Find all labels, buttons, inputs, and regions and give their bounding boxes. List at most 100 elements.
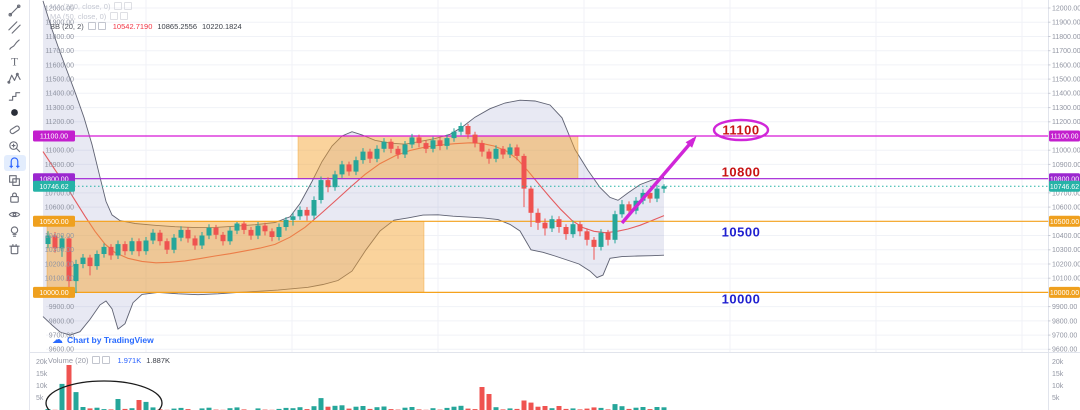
level-text-10000[interactable]: 10000: [721, 291, 761, 307]
indicator-eye-toggle-icon[interactable]: [87, 22, 96, 30]
volume-circle-annotation[interactable]: [45, 380, 163, 410]
svg-text:11900.00: 11900.00: [45, 20, 74, 27]
indicator-legend: MA (200, close, 0) MA (50, close, 0) BB (2…: [50, 1, 242, 31]
svg-text:15k: 15k: [36, 371, 48, 378]
svg-text:10500.00: 10500.00: [1050, 219, 1079, 226]
svg-text:11000.00: 11000.00: [1052, 148, 1080, 155]
tradingview-logo-icon: ☁: [52, 334, 63, 346]
forecast-icon[interactable]: [4, 87, 26, 103]
indicator-settings-icon[interactable]: [102, 356, 111, 364]
tradingview-attribution[interactable]: ☁ Chart by TradingView: [52, 334, 154, 346]
indicator-row-1[interactable]: MA (200, close, 0): [50, 1, 242, 11]
svg-text:10800.00: 10800.00: [1050, 176, 1079, 183]
svg-text:9600.00: 9600.00: [49, 347, 74, 354]
indicator-value: 10865.2556: [157, 21, 198, 31]
indicator-eye-toggle-icon[interactable]: [110, 12, 119, 20]
svg-text:9700.00: 9700.00: [49, 333, 74, 340]
svg-text:11200.00: 11200.00: [45, 119, 74, 126]
left-price-axis[interactable]: [30, 0, 76, 410]
indicator-settings-icon[interactable]: [97, 22, 106, 30]
svg-text:10200.00: 10200.00: [1052, 261, 1080, 268]
indicator-row-2[interactable]: MA (50, close, 0): [50, 11, 242, 21]
svg-text:10200.00: 10200.00: [45, 261, 74, 268]
svg-text:12000.00: 12000.00: [1052, 5, 1080, 12]
svg-text:11000.00: 11000.00: [45, 148, 74, 155]
svg-text:11500.00: 11500.00: [45, 77, 74, 84]
svg-text:11800.00: 11800.00: [1052, 34, 1080, 41]
brush-icon[interactable]: [4, 36, 26, 52]
indicator-settings-icon[interactable]: [124, 2, 133, 10]
svg-text:10900.00: 10900.00: [1052, 162, 1080, 169]
svg-text:5k: 5k: [1052, 395, 1060, 402]
level-text-10800[interactable]: 10800: [721, 164, 761, 180]
svg-text:11600.00: 11600.00: [1052, 62, 1080, 69]
magnet-icon[interactable]: [3, 155, 26, 171]
svg-text:10000.00: 10000.00: [39, 290, 68, 297]
indicator-row-3[interactable]: BB (20, 2) 10542.7190 10865.2556 10220.1824: [50, 21, 242, 31]
xabcd-pattern-icon[interactable]: [4, 70, 26, 86]
drawing-toolbar: T: [0, 0, 30, 410]
svg-text:20k: 20k: [1052, 359, 1064, 366]
text-tool-icon[interactable]: T: [4, 53, 26, 69]
svg-text:9900.00: 9900.00: [49, 304, 74, 311]
svg-text:11100.00: 11100.00: [40, 134, 68, 141]
eye-icon[interactable]: [4, 206, 26, 222]
svg-text:9600.00: 9600.00: [1052, 347, 1077, 354]
indicator-settings-icon[interactable]: [120, 12, 129, 20]
svg-text:10600.00: 10600.00: [1052, 205, 1080, 212]
svg-text:10k: 10k: [1052, 383, 1064, 390]
level-text-11100[interactable]: 11100: [722, 122, 760, 138]
indicator-eye-toggle-icon[interactable]: [114, 2, 123, 10]
svg-text:10000.00: 10000.00: [1050, 290, 1079, 297]
svg-text:11900.00: 11900.00: [1052, 20, 1080, 27]
indicator-value: 10220.1824: [202, 21, 242, 31]
projection-arrow[interactable]: [620, 135, 697, 225]
svg-text:20k: 20k: [36, 359, 48, 366]
svg-text:11700.00: 11700.00: [45, 48, 74, 55]
layers-icon[interactable]: [4, 172, 26, 188]
svg-text:10300.00: 10300.00: [45, 247, 74, 254]
zoom-in-icon[interactable]: [4, 138, 26, 154]
svg-text:9900.00: 9900.00: [1052, 304, 1077, 311]
svg-text:9800.00: 9800.00: [49, 318, 74, 325]
volume-indicator-row[interactable]: Volume (20) 1.971K 1.887K: [48, 355, 170, 365]
level-text-10500[interactable]: 10500: [721, 224, 761, 240]
svg-text:12000.00: 12000.00: [45, 5, 74, 12]
color-dot-icon[interactable]: [4, 104, 26, 120]
svg-text:10400.00: 10400.00: [1052, 233, 1080, 240]
target-ellipse[interactable]: [712, 118, 770, 142]
price-axis-tags: 11100.00 11100.00 10800.00 10800.00 10500.00…: [33, 130, 1080, 298]
volume-value: 1.887K: [146, 355, 170, 365]
lock-icon[interactable]: [4, 189, 26, 205]
svg-text:10746.62: 10746.62: [1050, 184, 1079, 191]
volume-pane: 20k 20k 15k 15k 10k 10k 5k 5k: [0, 352, 1080, 410]
svg-text:10400.00: 10400.00: [45, 233, 74, 240]
right-price-axis[interactable]: [1048, 0, 1080, 410]
svg-text:10700.00: 10700.00: [45, 190, 74, 197]
parallel-channel-icon[interactable]: [4, 19, 26, 35]
svg-text:5k: 5k: [36, 395, 44, 402]
eraser-icon[interactable]: [4, 121, 26, 137]
indicator-eye-toggle-icon[interactable]: [92, 356, 101, 364]
svg-text:10900.00: 10900.00: [45, 162, 74, 169]
svg-text:9700.00: 9700.00: [1052, 333, 1077, 340]
svg-text:11700.00: 11700.00: [1052, 48, 1080, 55]
svg-text:11400.00: 11400.00: [1052, 91, 1080, 98]
svg-text:9800.00: 9800.00: [1052, 318, 1077, 325]
trash-icon[interactable]: [4, 240, 26, 256]
svg-text:10700.00: 10700.00: [1052, 190, 1080, 197]
svg-text:10k: 10k: [36, 383, 48, 390]
lightbulb-icon[interactable]: [4, 223, 26, 239]
svg-text:10100.00: 10100.00: [45, 276, 74, 283]
svg-text:11800.00: 11800.00: [45, 34, 74, 41]
svg-text:11300.00: 11300.00: [45, 105, 74, 112]
volume-legend: Volume (20) 1.971K 1.887K: [48, 355, 170, 365]
svg-text:10600.00: 10600.00: [45, 205, 74, 212]
svg-text:11200.00: 11200.00: [1052, 119, 1080, 126]
trend-line-icon[interactable]: [4, 2, 26, 18]
svg-text:11600.00: 11600.00: [45, 62, 74, 69]
candles: [45, 122, 667, 299]
